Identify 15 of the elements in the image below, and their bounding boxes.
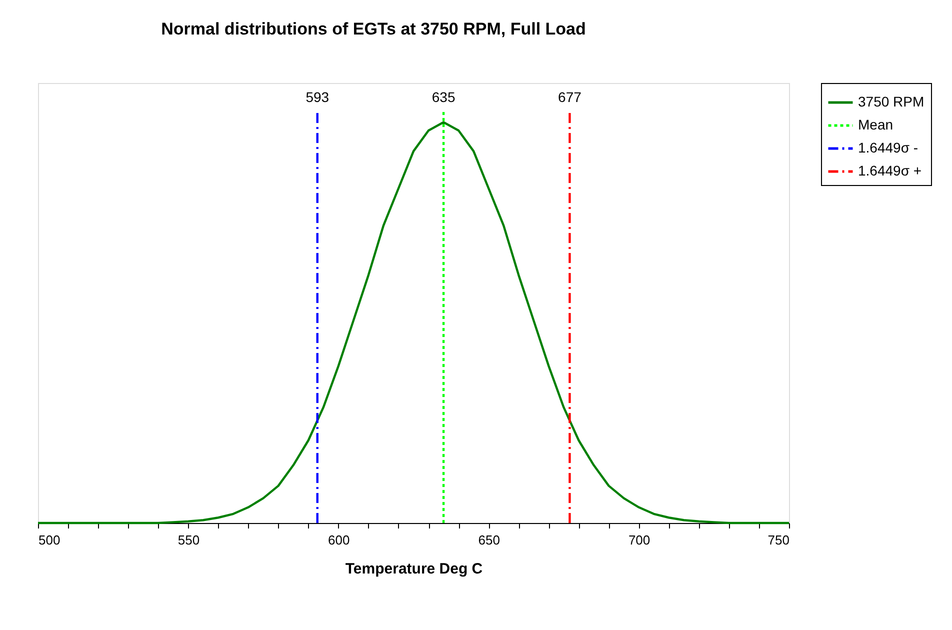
annotation: 593 bbox=[306, 88, 330, 105]
x-tick-label: 700 bbox=[628, 532, 650, 548]
legend-label: 1.6449σ - bbox=[858, 140, 918, 156]
legend-label: 3750 RPM bbox=[858, 94, 924, 110]
x-tick-label: 650 bbox=[478, 532, 500, 548]
x-tick-label: 500 bbox=[38, 532, 60, 548]
chart-title: Normal distributions of EGTs at 3750 RPM, Full Load bbox=[161, 20, 586, 38]
legend-label: 1.6449σ + bbox=[858, 162, 922, 178]
legend-label: Mean bbox=[858, 116, 894, 132]
x-tick-label: 750 bbox=[768, 532, 790, 548]
x-tick-label: 600 bbox=[328, 532, 350, 548]
x-tick-label: 550 bbox=[178, 532, 200, 548]
x-axis-title: Temperature Deg C bbox=[345, 560, 483, 578]
annotation: 635 bbox=[432, 88, 456, 105]
annotation: 677 bbox=[558, 88, 582, 105]
